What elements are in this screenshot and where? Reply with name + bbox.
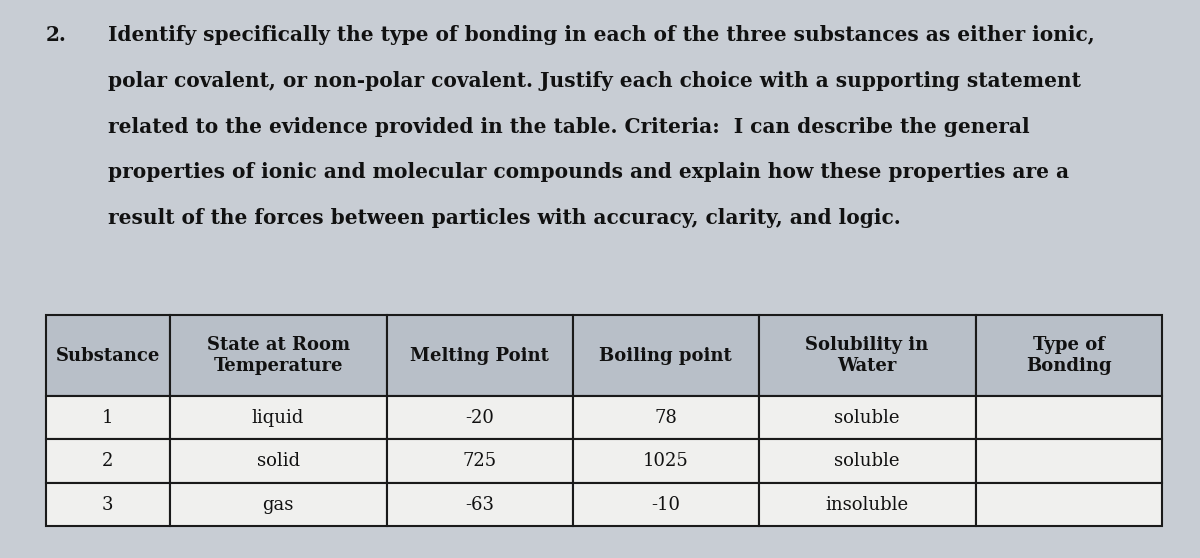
Text: solid: solid [257, 452, 300, 470]
Bar [976, 439, 1162, 483]
Text: -10: -10 [652, 496, 680, 513]
Bar [386, 483, 572, 526]
Bar [758, 396, 976, 439]
Text: Substance: Substance [55, 347, 160, 364]
Bar [976, 483, 1162, 526]
Bar [169, 483, 386, 526]
Text: insoluble: insoluble [826, 496, 908, 513]
Bar [758, 315, 976, 396]
Bar [386, 315, 572, 396]
Bar [758, 439, 976, 483]
Text: liquid: liquid [252, 408, 305, 426]
Text: result of the forces between particles with accuracy, clarity, and logic.: result of the forces between particles w… [108, 208, 901, 228]
Text: 1: 1 [102, 408, 113, 426]
Text: Solubility in
Water: Solubility in Water [805, 336, 929, 375]
Text: soluble: soluble [834, 452, 900, 470]
Text: -63: -63 [466, 496, 494, 513]
Bar [386, 396, 572, 439]
Text: 1025: 1025 [643, 452, 689, 470]
Text: Melting Point: Melting Point [410, 347, 550, 364]
Bar [46, 315, 169, 396]
Text: Boiling point: Boiling point [599, 347, 732, 364]
Text: State at Room
Temperature: State at Room Temperature [206, 336, 349, 375]
Bar [46, 439, 169, 483]
Bar [758, 483, 976, 526]
Text: -20: -20 [466, 408, 494, 426]
Text: polar covalent, or non-polar covalent. Justify each choice with a supporting sta: polar covalent, or non-polar covalent. J… [108, 71, 1081, 91]
Text: 725: 725 [462, 452, 497, 470]
Bar [572, 439, 758, 483]
Bar [46, 483, 169, 526]
Text: related to the evidence provided in the table. Criteria:  I can describe the gen: related to the evidence provided in the … [108, 117, 1030, 137]
Text: Type of
Bonding: Type of Bonding [1026, 336, 1111, 375]
Bar [169, 315, 386, 396]
Bar [572, 483, 758, 526]
Bar [169, 396, 386, 439]
Bar [386, 439, 572, 483]
Text: 78: 78 [654, 408, 677, 426]
Text: soluble: soluble [834, 408, 900, 426]
Text: 3: 3 [102, 496, 113, 513]
Bar [976, 315, 1162, 396]
Text: gas: gas [263, 496, 294, 513]
Text: 2: 2 [102, 452, 113, 470]
Bar [46, 396, 169, 439]
Bar [572, 315, 758, 396]
Bar [976, 396, 1162, 439]
Bar [169, 439, 386, 483]
Text: Identify specifically the type of bonding in each of the three substances as eit: Identify specifically the type of bondin… [108, 25, 1094, 45]
Text: 2.: 2. [46, 25, 66, 45]
Bar [572, 396, 758, 439]
Text: properties of ionic and molecular compounds and explain how these properties are: properties of ionic and molecular compou… [108, 162, 1069, 182]
